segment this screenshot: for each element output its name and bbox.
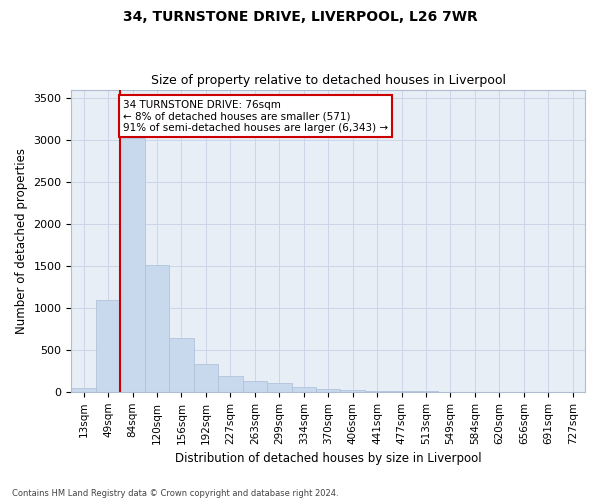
Y-axis label: Number of detached properties: Number of detached properties [15, 148, 28, 334]
Bar [267, 382, 292, 392]
Bar [242, 381, 267, 392]
Bar [218, 376, 242, 392]
Bar [145, 265, 169, 392]
Bar [292, 387, 316, 392]
Bar [121, 138, 145, 392]
Text: Contains HM Land Registry data © Crown copyright and database right 2024.: Contains HM Land Registry data © Crown c… [12, 488, 338, 498]
Bar [169, 338, 194, 392]
Bar [194, 364, 218, 392]
Bar [365, 391, 389, 392]
Bar [96, 300, 121, 392]
Bar [340, 390, 365, 392]
Bar [71, 388, 96, 392]
Text: 34 TURNSTONE DRIVE: 76sqm
← 8% of detached houses are smaller (571)
91% of semi-: 34 TURNSTONE DRIVE: 76sqm ← 8% of detach… [123, 100, 388, 133]
Title: Size of property relative to detached houses in Liverpool: Size of property relative to detached ho… [151, 74, 506, 87]
Bar [316, 390, 340, 392]
Text: 34, TURNSTONE DRIVE, LIVERPOOL, L26 7WR: 34, TURNSTONE DRIVE, LIVERPOOL, L26 7WR [122, 10, 478, 24]
Bar [389, 391, 414, 392]
X-axis label: Distribution of detached houses by size in Liverpool: Distribution of detached houses by size … [175, 452, 482, 465]
